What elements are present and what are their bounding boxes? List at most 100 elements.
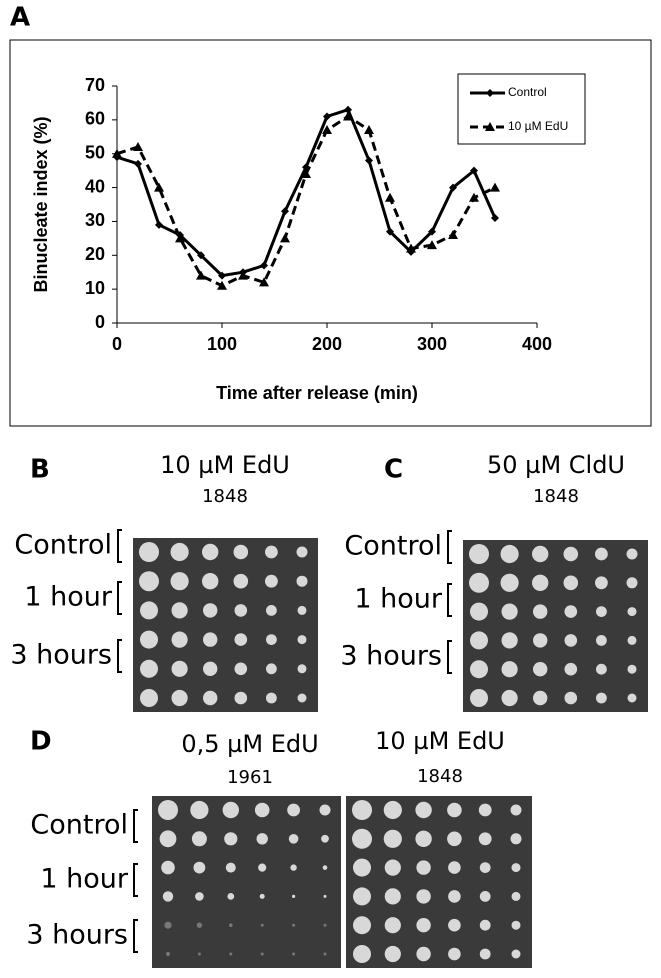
row-label: Control xyxy=(14,530,112,561)
colony-spot xyxy=(260,952,264,956)
colony-spot xyxy=(203,661,218,676)
colony-spot xyxy=(170,572,189,591)
colony-spot xyxy=(596,635,607,646)
colony-spot xyxy=(203,690,218,706)
colony-spot xyxy=(470,631,488,650)
panel-frame xyxy=(9,39,652,427)
colony-spot xyxy=(595,547,608,561)
marker xyxy=(155,220,163,229)
colony-spot xyxy=(233,573,249,589)
colony-spot xyxy=(322,865,328,870)
colony-spot xyxy=(384,888,401,905)
row-label: 1 hour xyxy=(40,864,129,895)
colony-spot xyxy=(234,662,248,676)
row-bracket xyxy=(447,640,452,674)
colony-spot xyxy=(139,542,159,562)
colony-spot xyxy=(297,605,307,615)
colony-spot xyxy=(353,945,371,963)
colony-spot xyxy=(287,803,300,817)
colony-spot xyxy=(171,631,188,648)
colony-spot xyxy=(203,603,218,618)
y-tick-label: 50 xyxy=(85,142,105,162)
plate-title: 0,5 µM EdU xyxy=(181,730,318,758)
row-bracket xyxy=(133,919,138,953)
colony-spot xyxy=(501,632,518,649)
colony-spot xyxy=(171,660,188,677)
colony-spot xyxy=(159,830,177,848)
colony-spot xyxy=(171,602,188,619)
panel-label: C xyxy=(384,455,403,485)
colony-spot xyxy=(197,952,201,956)
colony-spot xyxy=(258,863,267,872)
colony-spot xyxy=(319,804,331,816)
colony-spot xyxy=(266,692,277,704)
colony-spot xyxy=(254,802,270,818)
marker xyxy=(470,166,478,175)
x-tick-label: 100 xyxy=(207,334,237,354)
colony-spot xyxy=(511,949,521,959)
colony-spot xyxy=(448,947,461,961)
colony-spot xyxy=(290,864,297,871)
marker xyxy=(385,192,395,202)
colony-spot xyxy=(479,948,491,960)
colony-spot xyxy=(627,607,637,617)
colony-spot xyxy=(533,662,548,677)
marker xyxy=(260,261,268,270)
plate-title: 10 µM EdU xyxy=(160,451,290,479)
colony-spot xyxy=(296,546,308,558)
colony-spot xyxy=(511,891,521,901)
row-label: 1 hour xyxy=(354,584,443,615)
colony-spot xyxy=(203,632,218,647)
row-bracket xyxy=(117,581,122,615)
colony-spot xyxy=(265,574,278,588)
marker xyxy=(281,207,289,216)
marker xyxy=(490,182,500,192)
colony-spot xyxy=(265,545,278,559)
colony-spot xyxy=(510,804,522,816)
y-tick-label: 20 xyxy=(85,244,105,264)
colony-spot xyxy=(266,605,277,616)
colony-spot xyxy=(416,918,431,933)
colony-spot xyxy=(627,693,637,703)
colony-spot xyxy=(478,832,492,846)
plate-photo xyxy=(152,796,341,968)
colony-spot xyxy=(161,860,175,875)
y-tick-label: 40 xyxy=(85,176,105,196)
marker xyxy=(469,192,479,202)
colony-spot xyxy=(448,890,461,903)
marker xyxy=(322,125,332,135)
colony-spot xyxy=(479,891,491,902)
colony-spot xyxy=(234,604,248,617)
plate-strain: 1848 xyxy=(202,486,248,507)
colony-spot xyxy=(479,862,491,873)
colony-spot xyxy=(196,922,203,928)
x-tick-label: 0 xyxy=(112,334,122,354)
row-label: 3 hours xyxy=(10,640,112,671)
plate-photo xyxy=(133,538,318,712)
marker xyxy=(280,233,290,243)
series-line xyxy=(116,114,496,288)
marker xyxy=(344,105,352,114)
y-tick-label: 60 xyxy=(85,109,105,129)
row-label: Control xyxy=(30,810,128,841)
colony-spot xyxy=(447,802,462,818)
colony-spot xyxy=(140,659,158,678)
colony-spot xyxy=(563,546,579,562)
y-tick-label: 0 xyxy=(95,312,105,332)
colony-spot xyxy=(384,859,401,876)
colony-spot xyxy=(596,663,607,675)
marker xyxy=(154,182,164,192)
marker xyxy=(365,156,373,165)
x-tick-label: 200 xyxy=(312,334,342,354)
colony-spot xyxy=(259,893,265,899)
legend-marker xyxy=(485,122,495,131)
colony-spot xyxy=(202,543,219,561)
colony-spot xyxy=(564,691,578,705)
colony-spot xyxy=(384,917,401,934)
row-bracket xyxy=(117,529,122,563)
colony-spot xyxy=(470,689,488,707)
marker xyxy=(112,148,122,158)
colony-spot xyxy=(233,544,249,560)
